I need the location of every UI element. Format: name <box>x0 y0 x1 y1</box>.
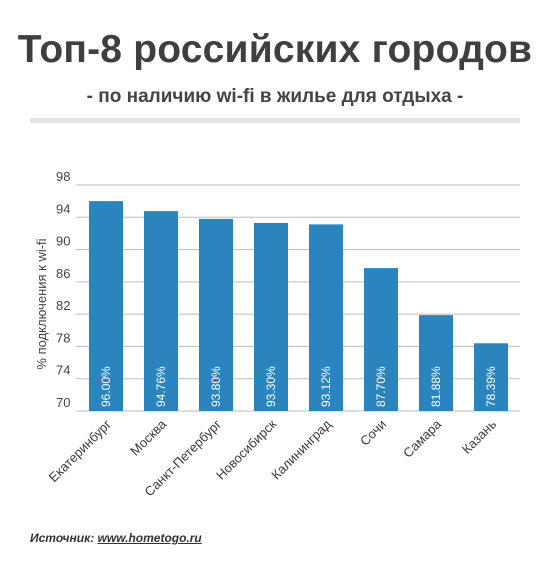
bar-value-label: 94.76% <box>154 366 168 407</box>
bar-value-label: 93.12% <box>319 366 333 407</box>
chart-subtitle: - по наличию wi-fi в жилье для отдыха - <box>86 86 464 107</box>
bar-1 <box>89 201 123 411</box>
x-tick-label: Сочи <box>357 417 389 449</box>
x-tick-label: Екатеринбург <box>46 416 115 485</box>
bar-4 <box>254 222 288 411</box>
bar-value-label: 78.39% <box>484 366 498 407</box>
bar-value-label: 96.00% <box>99 366 113 407</box>
y-tick-label: 74 <box>56 363 70 378</box>
source-note: Источник: www.hometogo.ru <box>30 531 202 545</box>
bar-7 <box>419 315 453 411</box>
y-tick-label: 70 <box>56 395 70 410</box>
bar-value-label: 93.30% <box>264 366 278 407</box>
y-tick-label: 98 <box>56 169 70 184</box>
x-tick-label: Самара <box>400 416 445 461</box>
bar-6 <box>364 268 398 411</box>
header-divider <box>30 118 520 123</box>
bar-value-label: 93.80% <box>209 366 223 407</box>
y-axis-label: % подключения к wi-fi <box>34 238 49 369</box>
y-tick-label: 86 <box>56 266 70 281</box>
source-link[interactable]: www.hometogo.ru <box>97 531 202 545</box>
source-label: Источник: <box>30 531 95 545</box>
bar-8 <box>474 343 508 411</box>
bar-2 <box>144 211 178 411</box>
y-tick-label: 94 <box>56 201 70 216</box>
bar-value-label: 87.70% <box>374 366 388 407</box>
x-tick-label: Калининград <box>268 416 334 482</box>
bar-value-label: 81.88% <box>429 366 443 407</box>
y-tick-label: 78 <box>56 330 70 345</box>
x-tick-label: Москва <box>127 416 170 459</box>
y-tick-label: 90 <box>56 234 70 249</box>
y-tick-label: 82 <box>56 298 70 313</box>
bar-3 <box>199 218 233 411</box>
chart-title: Топ-8 российских городов <box>17 28 533 71</box>
x-tick-label: Казань <box>459 416 499 456</box>
bar-5 <box>309 224 343 411</box>
